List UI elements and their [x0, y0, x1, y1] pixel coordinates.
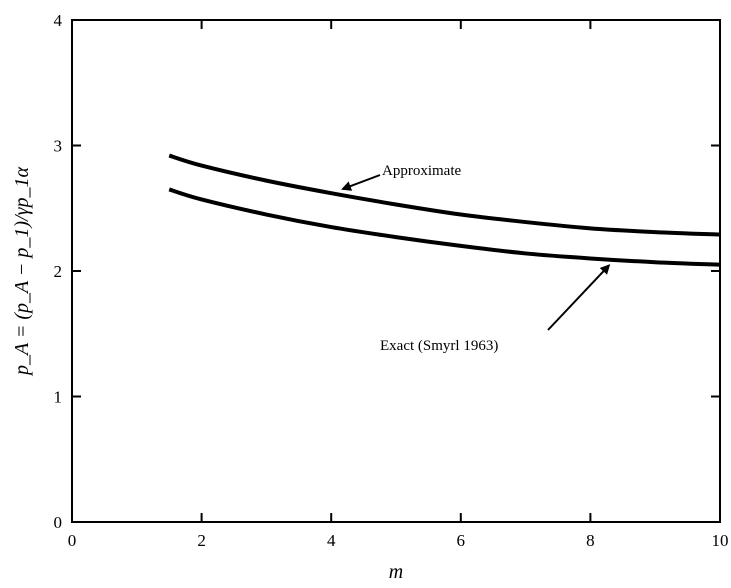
exact-annotation: Exact (Smyrl 1963) [380, 338, 498, 354]
x-tick-label: 0 [68, 531, 77, 550]
y-tick-label: 2 [54, 262, 63, 281]
plot-frame [71, 19, 721, 523]
y-tick-label: 3 [54, 137, 63, 156]
y-tick-label: 4 [54, 11, 63, 30]
y-axis-label-text: p_A = (p_A − p_1)/γp_1α [11, 167, 33, 377]
x-tick-label: 10 [712, 531, 729, 550]
approximate-arrow [341, 174, 381, 191]
x-tick-label: 2 [197, 531, 206, 550]
y-tick-label: 1 [54, 388, 63, 407]
exact-curve [168, 187, 721, 267]
x-axis-label: m [389, 561, 403, 583]
x-tick-label: 8 [586, 531, 595, 550]
x-tick-label: 4 [327, 531, 336, 550]
approximate-curve [168, 153, 721, 237]
approximate-annotation: Approximate [382, 163, 461, 179]
exact-arrow [547, 264, 611, 331]
y-axis-label: p_A = (p_A − p_1)/γp_1α [11, 167, 33, 377]
x-tick-label: 6 [457, 531, 466, 550]
y-tick-label: 0 [54, 513, 63, 532]
